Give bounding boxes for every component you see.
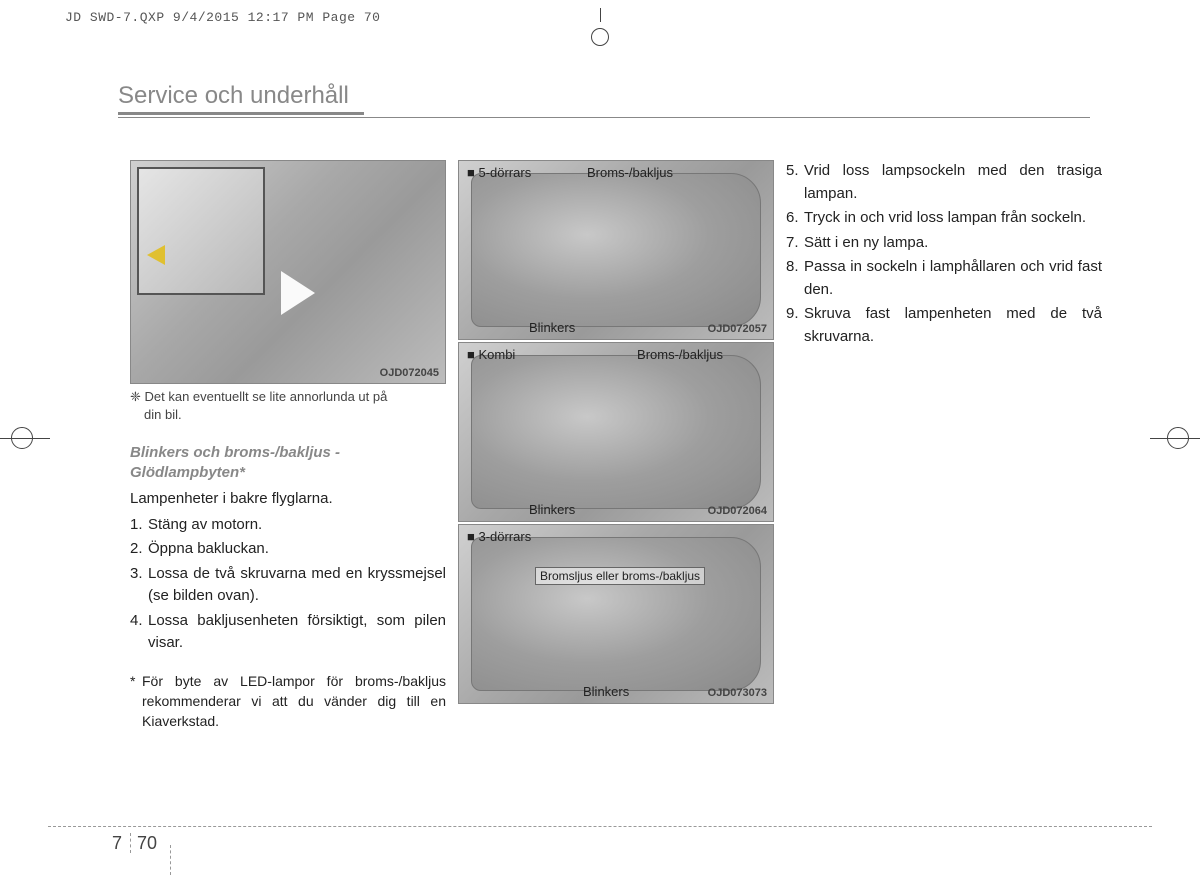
figure-right-callout: Broms-/bakljus	[637, 347, 723, 362]
page-number-value: 70	[137, 833, 157, 853]
step-text: Lossa bakljusenheten försiktigt, som pil…	[148, 610, 446, 655]
step-text: Vrid loss lampsockeln med den trasiga la…	[804, 160, 1102, 205]
step-list-right: 5. Vrid loss lampsockeln med den trasiga…	[786, 160, 1102, 348]
step-number: 6.	[786, 207, 804, 230]
step-text: Passa in sockeln i lamphållaren och vrid…	[804, 256, 1102, 301]
column-left: OJD072045 ❈ Det kan eventuellt se lite a…	[130, 160, 446, 732]
list-item: 6. Tryck in och vrid loss lampan från so…	[786, 207, 1102, 230]
figure-kombi: ■ Kombi Broms-/bakljus Blinkers OJD07206…	[458, 342, 774, 522]
figure-inset-detail	[137, 167, 265, 295]
title-underline-thick	[118, 112, 364, 115]
page-footer: 770	[48, 826, 1152, 833]
step-text: Sätt i en ny lampa.	[804, 232, 1102, 255]
figure-5door: ■ 5-dörrars Broms-/bakljus Blinkers OJD0…	[458, 160, 774, 340]
figure-taillamp-removal: OJD072045	[130, 160, 446, 384]
step-text: Tryck in och vrid loss lampan från socke…	[804, 207, 1102, 230]
figure-code: OJD072045	[380, 367, 439, 379]
step-number: 8.	[786, 256, 804, 301]
chapter-number: 7	[112, 833, 131, 853]
figure-variant-label: ■ 5-dörrars	[467, 165, 531, 180]
title-underline-thin	[118, 117, 1090, 118]
subheading-line1: Blinkers och broms-/bakljus -	[130, 444, 340, 461]
subheading-line2: Glödlampbyten*	[130, 464, 245, 481]
section-subheading: Blinkers och broms-/bakljus - Glödlampby…	[130, 443, 446, 482]
figure-code: OJD073073	[708, 687, 767, 699]
figure-bottom-callout: Blinkers	[583, 684, 629, 699]
column-center: ■ 5-dörrars Broms-/bakljus Blinkers OJD0…	[458, 160, 774, 706]
list-item: 8. Passa in sockeln i lamphållaren och v…	[786, 256, 1102, 301]
step-text: Stäng av motorn.	[148, 514, 446, 537]
list-item: 1. Stäng av motorn.	[130, 514, 446, 537]
step-text: Lossa de två skruvarna med en kryssmejse…	[148, 563, 446, 608]
step-number: 7.	[786, 232, 804, 255]
step-number: 9.	[786, 303, 804, 348]
figure-lamp-shape	[471, 173, 761, 327]
figure-code: OJD072057	[708, 323, 767, 335]
footnote-text: För byte av LED-lampor för broms-/baklju…	[142, 671, 446, 732]
figure-boxed-callout: Bromsljus eller broms-/bakljus	[535, 567, 705, 585]
crop-mark-left	[0, 410, 50, 466]
page-title: Service och underhåll	[118, 82, 349, 110]
list-item: 3. Lossa de två skruvarna med en kryssme…	[130, 563, 446, 608]
step-number: 4.	[130, 610, 148, 655]
figure-lamp-shape	[471, 355, 761, 509]
step-list-left: 1. Stäng av motorn. 2. Öppna bakluckan. …	[130, 514, 446, 655]
figure-code: OJD072064	[708, 505, 767, 517]
footnote: * För byte av LED-lampor för broms-/bakl…	[130, 671, 446, 732]
figure-note: ❈ Det kan eventuellt se lite annorlunda …	[130, 388, 446, 423]
figure-top-callout: Broms-/bakljus	[587, 165, 673, 180]
direction-triangle-icon	[281, 271, 315, 315]
step-text: Skruva fast lampenheten med de två skruv…	[804, 303, 1102, 348]
note-text-line1: Det kan eventuellt se lite annorlunda ut…	[145, 389, 388, 404]
crop-mark-right	[1150, 410, 1200, 466]
crop-mark-top	[580, 8, 620, 48]
figure-lamp-shape	[471, 537, 761, 691]
list-item: 5. Vrid loss lampsockeln med den trasiga…	[786, 160, 1102, 205]
step-number: 1.	[130, 514, 148, 537]
step-number: 3.	[130, 563, 148, 608]
column-right: 5. Vrid loss lampsockeln med den trasiga…	[786, 160, 1102, 350]
footnote-asterisk: *	[130, 671, 142, 732]
figure-3door: ■ 3-dörrars Bromsljus eller broms-/baklj…	[458, 524, 774, 704]
list-item: 4. Lossa bakljusenheten försiktigt, som …	[130, 610, 446, 655]
step-number: 2.	[130, 538, 148, 561]
figure-bottom-callout: Blinkers	[529, 320, 575, 335]
note-symbol: ❈	[130, 389, 145, 404]
figure-variant-label: ■ Kombi	[467, 347, 515, 362]
note-text-line2: din bil.	[144, 406, 446, 424]
print-header-meta: JD SWD-7.QXP 9/4/2015 12:17 PM Page 70	[65, 10, 380, 25]
arrow-left-icon	[147, 245, 165, 265]
step-number: 5.	[786, 160, 804, 205]
footer-vertical-dash	[170, 845, 171, 875]
list-item: 9. Skruva fast lampenheten med de två sk…	[786, 303, 1102, 348]
page-number: 7 70	[112, 833, 157, 854]
list-item: 7. Sätt i en ny lampa.	[786, 232, 1102, 255]
step-text: Öppna bakluckan.	[148, 538, 446, 561]
intro-text: Lampenheter i bakre flyglarna.	[130, 488, 446, 510]
list-item: 2. Öppna bakluckan.	[130, 538, 446, 561]
figure-variant-label: ■ 3-dörrars	[467, 529, 531, 544]
figure-bottom-callout: Blinkers	[529, 502, 575, 517]
